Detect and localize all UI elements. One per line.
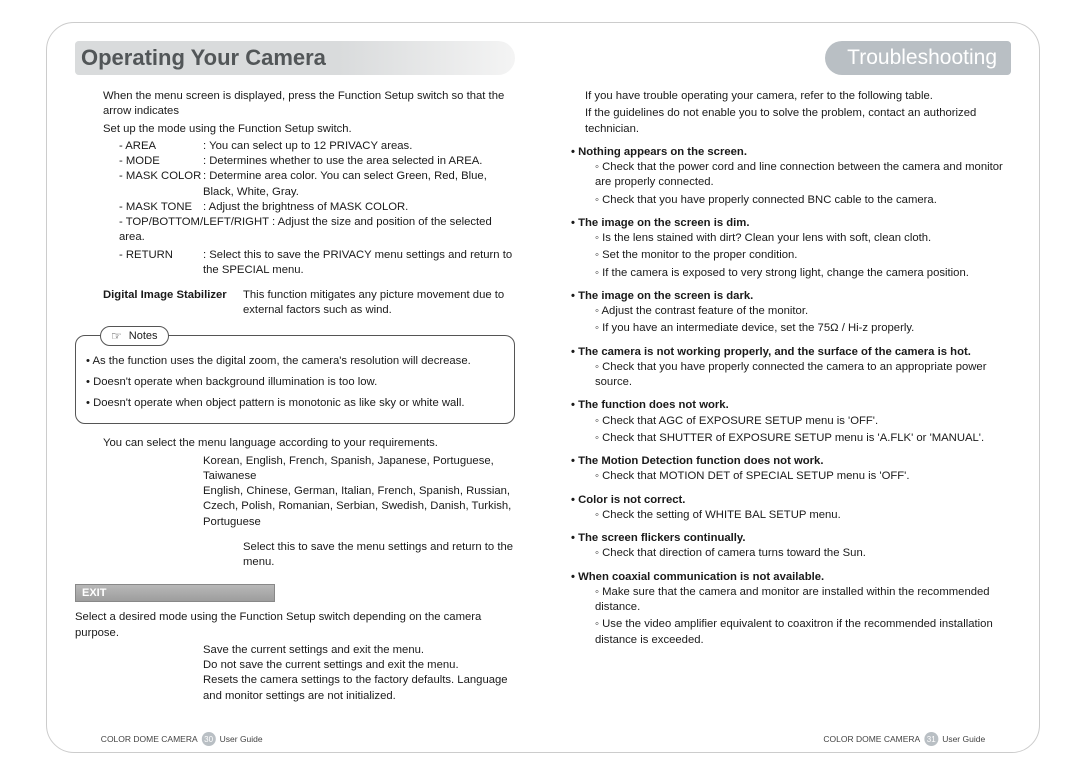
footer-label: COLOR DOME CAMERA [823,734,920,744]
ts-item: ◦ Check that MOTION DET of SPECIAL SETUP… [595,469,1011,484]
exit-key [119,643,203,658]
ts-section-heading: • The function does not work. [571,398,1011,413]
exit-key [119,658,203,673]
dis-val: This function mitigates any picture move… [243,288,515,319]
def-key: - RETURN [119,248,203,279]
ts-item: ◦ Use the video amplifier equivalent to … [595,617,1011,648]
lang-intro: You can select the menu language accordi… [103,436,515,451]
left-page: Operating Your Camera When the menu scre… [47,23,543,752]
return-val: Select this to save the menu settings an… [243,540,515,571]
footer-label: COLOR DOME CAMERA [101,734,198,744]
def-area: - AREA : You can select up to 12 PRIVACY… [119,139,515,154]
ts-item: ◦ Check that AGC of EXPOSURE SETUP menu … [595,414,1011,429]
def-mode: - MODE : Determines whether to use the a… [119,154,515,169]
ts-item: ◦ Check the setting of WHITE BAL SETUP m… [595,508,1011,523]
left-header-band: Operating Your Camera [75,41,515,75]
notes-box: Notes • As the function uses the digital… [75,335,515,425]
lang-val: Korean, English, French, Spanish, Japane… [203,454,515,485]
lang-val: English, Chinese, German, Italian, Frenc… [203,484,515,530]
ts-item: ◦ Check that direction of camera turns t… [595,546,1011,561]
def-key: - MASK COLOR [119,169,203,200]
ts-intro-2: If the guidelines do not enable you to s… [585,106,1011,137]
ts-section-heading: • Color is not correct. [571,493,1011,508]
left-page-title: Operating Your Camera [81,45,326,71]
exit-header-band: EXIT [75,584,275,602]
ts-item: ◦ Set the monitor to the proper conditio… [595,248,1011,263]
ts-section-heading: • The screen flickers continually. [571,531,1011,546]
ts-item: ◦ Check that the power cord and line con… [595,160,1011,191]
ts-section-heading: • When coaxial communication is not avai… [571,570,1011,585]
ts-section-heading: • The image on the screen is dim. [571,216,1011,231]
def-val: : Adjust the brightness of MASK COLOR. [203,200,515,215]
exit-row-3: Resets the camera settings to the factor… [119,673,515,704]
footer-guide: User Guide [942,734,985,744]
ts-item: ◦ Check that you have properly connected… [595,360,1011,391]
right-footer: COLOR DOME CAMERA 31 User Guide [823,732,985,746]
return-row: Select this to save the menu settings an… [103,540,515,571]
page-number-badge: 30 [202,732,216,746]
footer-guide: User Guide [220,734,263,744]
dis-row: Digital Image Stabilizer This function m… [103,288,515,319]
troubleshooting-list: • Nothing appears on the screen.◦ Check … [571,145,1011,648]
left-footer: COLOR DOME CAMERA 30 User Guide [101,732,263,746]
notes-tab: Notes [100,326,169,347]
ts-section-heading: • The Motion Detection function does not… [571,454,1011,469]
def-return: - RETURN : Select this to save the PRIVA… [119,248,515,279]
def-key: - MASK TONE [119,200,203,215]
ts-section-heading: • The image on the screen is dark. [571,289,1011,304]
def-key: - AREA [119,139,203,154]
page-number-badge: 31 [924,732,938,746]
right-page-title-pill: Troubleshooting [825,41,1011,75]
lang-key [119,484,203,530]
dis-key: Digital Image Stabilizer [103,288,243,319]
page-frame: Operating Your Camera When the menu scre… [46,22,1040,753]
ts-item: ◦ Check that SHUTTER of EXPOSURE SETUP m… [595,431,1011,446]
exit-key [119,673,203,704]
right-body: If you have trouble operating your camer… [571,89,1011,648]
ts-item: ◦ Make sure that the camera and monitor … [595,585,1011,616]
def-val: : Select this to save the PRIVACY menu s… [203,248,515,279]
lang-key [119,454,203,485]
intro-para-1: When the menu screen is displayed, press… [103,89,515,120]
intro-para-2: Set up the mode using the Function Setup… [103,122,515,137]
ts-section-heading: • Nothing appears on the screen. [571,145,1011,160]
exit-val: Do not save the current settings and exi… [203,658,515,673]
def-val: : Determine area color. You can select G… [203,169,515,200]
exit-row-2: Do not save the current settings and exi… [119,658,515,673]
ts-section-heading: • The camera is not working properly, an… [571,345,1011,360]
ts-item: ◦ Adjust the contrast feature of the mon… [595,304,1011,319]
ts-item: ◦ If the camera is exposed to very stron… [595,266,1011,281]
def-tblr: - TOP/BOTTOM/LEFT/RIGHT : Adjust the siz… [119,215,515,246]
lang-row-2: English, Chinese, German, Italian, Frenc… [119,484,515,530]
def-key: - MODE [119,154,203,169]
note-3: • Doesn't operate when object pattern is… [86,396,504,411]
ts-item: ◦ Is the lens stained with dirt? Clean y… [595,231,1011,246]
ts-item: ◦ If you have an intermediate device, se… [595,321,1011,336]
right-page-title: Troubleshooting [847,46,997,70]
def-val: : You can select up to 12 PRIVACY areas. [203,139,515,154]
def-maskcolor: - MASK COLOR : Determine area color. You… [119,169,515,200]
hand-icon [111,328,125,345]
right-header-band: Troubleshooting [571,41,1011,75]
ts-intro-1: If you have trouble operating your camer… [585,89,1011,104]
def-val: : Determines whether to use the area sel… [203,154,515,169]
lang-row-1: Korean, English, French, Spanish, Japane… [119,454,515,485]
ts-item: ◦ Check that you have properly connected… [595,193,1011,208]
exit-header-label: EXIT [82,586,106,601]
exit-intro: Select a desired mode using the Function… [75,610,515,641]
exit-val: Save the current settings and exit the m… [203,643,515,658]
note-2: • Doesn't operate when background illumi… [86,375,504,390]
exit-row-1: Save the current settings and exit the m… [119,643,515,658]
def-masktone: - MASK TONE : Adjust the brightness of M… [119,200,515,215]
note-1: • As the function uses the digital zoom,… [86,354,504,369]
left-body: When the menu screen is displayed, press… [75,89,515,704]
return-key [103,540,243,571]
two-page-spread: Operating Your Camera When the menu scre… [47,23,1039,752]
right-page: Troubleshooting If you have trouble oper… [543,23,1039,752]
exit-val: Resets the camera settings to the factor… [203,673,515,704]
notes-label: Notes [129,329,158,344]
